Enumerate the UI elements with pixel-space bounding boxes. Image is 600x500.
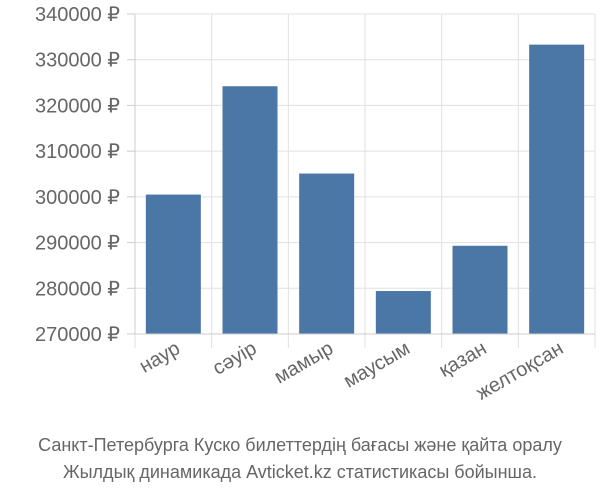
axes (127, 13, 595, 335)
bar (529, 44, 585, 334)
x-tick-label: желтоқсан (473, 337, 568, 404)
x-tick-label: маусым (340, 337, 414, 392)
y-tick-label: 330000 ₽ (35, 50, 120, 72)
y-tick-label: 340000 ₽ (35, 4, 120, 26)
x-tick-label: наур (136, 337, 184, 377)
y-tick-label: 280000 ₽ (35, 278, 120, 300)
bar (145, 194, 201, 334)
bar (452, 245, 508, 334)
caption-line-1: Санкт-Петербурга Куско билеттердің бағас… (38, 435, 562, 455)
bars (145, 44, 585, 334)
bar-chart: 270000 ₽ 280000 ₽ 290000 ₽ 300000 ₽ 310000 ₽… (35, 4, 596, 405)
y-axis-tick-labels: 270000 ₽ 280000 ₽ 290000 ₽ 300000 ₽ 310000 ₽… (35, 4, 120, 346)
bar (375, 291, 431, 334)
y-tick-label: 270000 ₽ (35, 324, 120, 346)
x-tick-label: сәуір (209, 337, 260, 379)
caption-line-2: Жылдық динамикада Avticket.kz статистика… (63, 462, 537, 482)
bar (222, 86, 278, 334)
y-tick-label: 310000 ₽ (35, 141, 120, 163)
y-tick-label: 300000 ₽ (35, 187, 120, 209)
x-tick-label: қазан (435, 337, 490, 382)
bar (299, 173, 355, 334)
y-tick-label: 290000 ₽ (35, 233, 120, 255)
x-tick-label: мамыр (271, 337, 338, 388)
y-tick-label: 320000 ₽ (35, 95, 120, 117)
grid-lines (134, 13, 596, 348)
